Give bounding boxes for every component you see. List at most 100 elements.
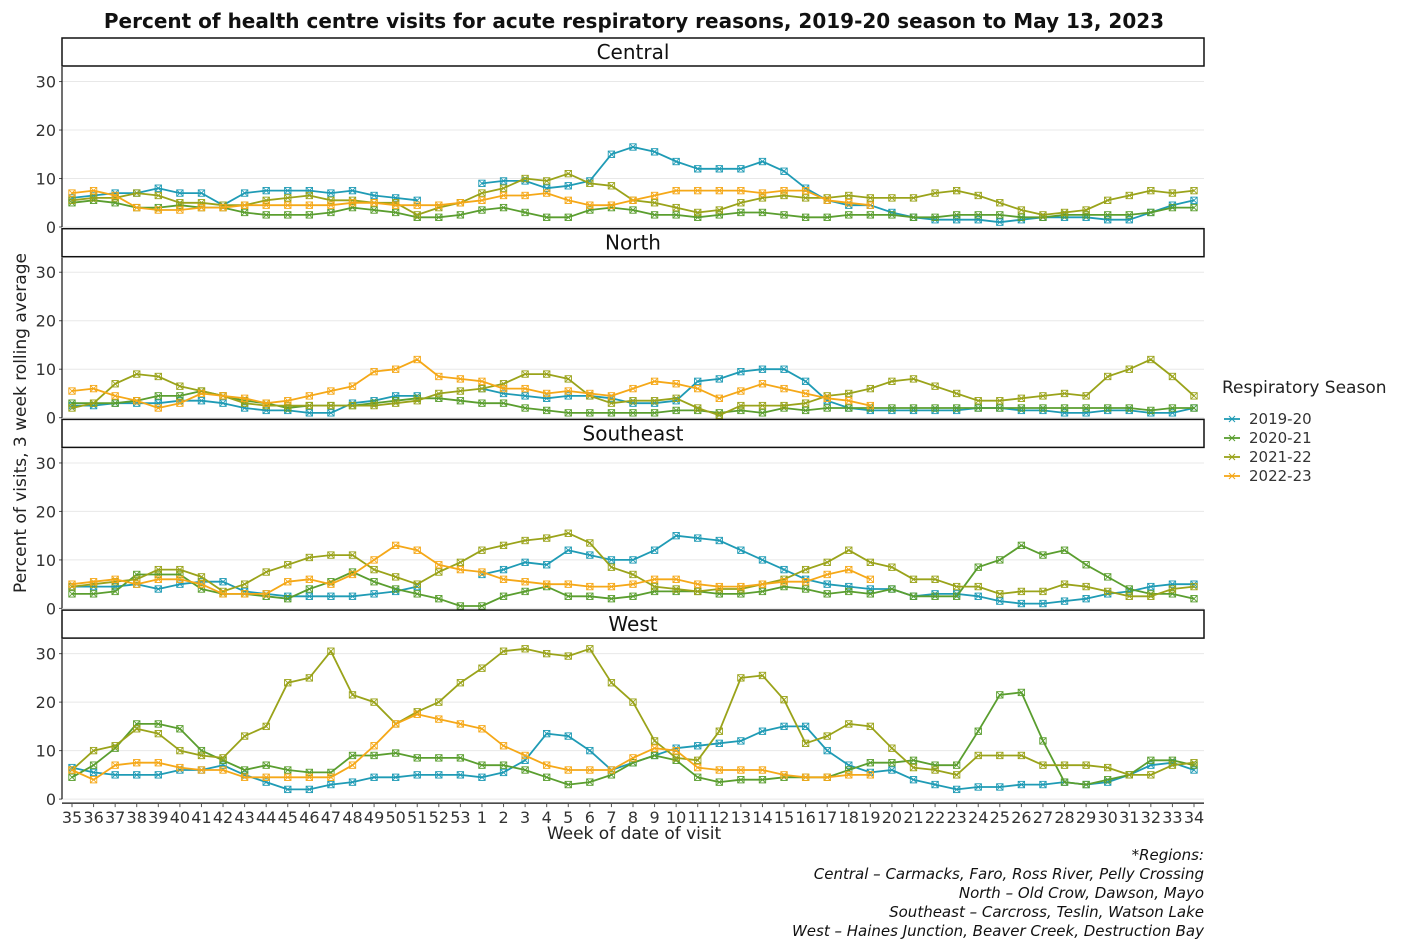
data-point	[1125, 404, 1133, 412]
point-box	[197, 766, 206, 774]
point-cross	[586, 409, 594, 417]
data-point	[866, 194, 874, 202]
data-point	[564, 766, 572, 774]
point-box	[392, 720, 400, 728]
data-point	[499, 742, 508, 750]
point-cross	[1104, 776, 1112, 784]
data-point	[996, 397, 1004, 405]
legend-item-2021-22: 2021-22	[1224, 448, 1312, 466]
data-point	[715, 739, 723, 747]
point-cross	[629, 570, 637, 578]
data-point	[694, 580, 702, 588]
data-point	[305, 191, 313, 200]
point-box	[89, 776, 98, 784]
data-point	[845, 565, 853, 574]
point-cross	[802, 773, 810, 781]
point-box	[650, 575, 659, 583]
point-cross	[241, 201, 249, 209]
point-box	[672, 746, 680, 755]
point-cross	[305, 674, 313, 682]
data-point	[823, 404, 831, 412]
point-cross	[348, 592, 357, 600]
data-point	[780, 186, 788, 195]
data-point	[801, 389, 810, 398]
point-cross	[931, 213, 939, 221]
point-box	[154, 565, 162, 574]
point-cross	[974, 751, 982, 759]
point-cross	[305, 191, 313, 200]
data-point	[392, 720, 400, 728]
point-cross	[413, 201, 421, 209]
data-point	[456, 754, 465, 762]
point-box	[694, 763, 702, 772]
data-point	[111, 587, 119, 596]
data-point	[953, 582, 961, 591]
data-point	[176, 763, 184, 772]
data-point	[1104, 211, 1112, 219]
data-point	[909, 763, 918, 772]
data-point	[456, 558, 465, 566]
point-box	[456, 397, 465, 405]
data-point	[154, 585, 162, 593]
point-cross	[694, 587, 702, 595]
point-box	[931, 382, 939, 390]
point-cross	[651, 737, 659, 745]
data-point	[758, 580, 767, 588]
data-point	[758, 189, 767, 197]
point-box	[413, 590, 421, 598]
data-point	[392, 208, 400, 217]
data-point	[909, 375, 918, 383]
caption-line-north: North – Old Crow, Dawson, Mayo	[958, 884, 1204, 902]
point-cross	[845, 199, 853, 207]
data-point	[1039, 761, 1047, 769]
point-box	[586, 592, 594, 600]
data-point	[607, 556, 616, 564]
point-cross	[500, 761, 508, 769]
point-cross	[284, 561, 292, 569]
point-box	[564, 213, 572, 221]
data-point	[1060, 597, 1069, 605]
point-box	[284, 211, 292, 219]
point-box	[176, 392, 184, 400]
point-box	[219, 203, 227, 212]
point-cross	[500, 541, 508, 549]
data-point	[543, 580, 551, 588]
point-cross	[1082, 392, 1090, 400]
point-cross	[500, 204, 508, 212]
point-box	[348, 401, 357, 410]
data-point	[240, 766, 249, 774]
data-point	[499, 768, 508, 777]
data-point	[262, 761, 270, 769]
point-cross	[931, 404, 939, 412]
point-cross	[521, 751, 529, 759]
point-box	[629, 384, 637, 393]
point-cross	[1039, 737, 1047, 745]
data-point	[133, 397, 141, 405]
point-box	[1147, 582, 1155, 591]
point-box	[845, 720, 853, 728]
point-cross	[262, 773, 270, 781]
legend-swatch-marker	[1228, 434, 1236, 442]
point-cross	[370, 566, 378, 574]
point-box	[586, 409, 594, 417]
data-point	[305, 674, 313, 682]
point-cross	[586, 389, 594, 397]
point-cross	[327, 781, 335, 789]
y-tick-label: 0	[46, 599, 56, 618]
point-box	[392, 541, 400, 550]
point-cross	[478, 196, 486, 204]
point-cross	[305, 575, 313, 583]
point-cross	[68, 580, 76, 588]
point-cross	[715, 187, 723, 195]
point-box	[154, 729, 162, 738]
point-cross	[607, 392, 615, 400]
data-point	[456, 771, 465, 779]
point-cross	[284, 211, 292, 219]
point-cross	[370, 751, 378, 759]
point-cross	[68, 387, 76, 395]
point-box	[909, 592, 918, 600]
data-point	[564, 732, 572, 740]
point-box	[737, 367, 745, 376]
point-box	[1104, 404, 1112, 412]
